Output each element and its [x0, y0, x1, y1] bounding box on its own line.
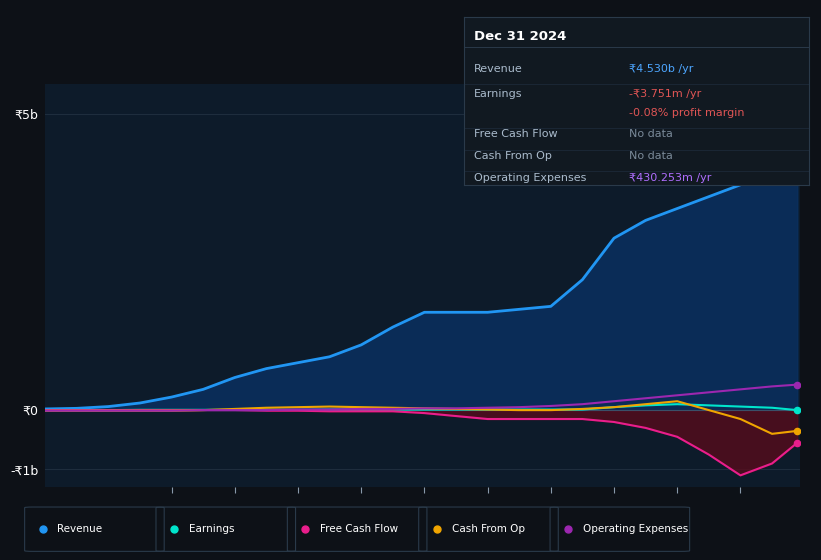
Text: Earnings: Earnings: [475, 89, 523, 99]
Text: ₹430.253m /yr: ₹430.253m /yr: [630, 173, 712, 183]
Point: [791, 380, 804, 389]
Text: Dec 31 2024: Dec 31 2024: [475, 30, 566, 43]
Point: [791, 438, 804, 447]
Text: ₹4.530b /yr: ₹4.530b /yr: [630, 64, 694, 74]
Text: No data: No data: [630, 151, 673, 161]
Point: [791, 426, 804, 435]
Text: Operating Expenses: Operating Expenses: [583, 524, 688, 534]
Text: Revenue: Revenue: [57, 524, 103, 534]
Text: Cash From Op: Cash From Op: [452, 524, 525, 534]
Text: Cash From Op: Cash From Op: [475, 151, 552, 161]
Point: [791, 405, 804, 414]
Text: Free Cash Flow: Free Cash Flow: [320, 524, 398, 534]
Text: Free Cash Flow: Free Cash Flow: [475, 129, 557, 139]
Point: [791, 137, 804, 146]
Text: -0.08% profit margin: -0.08% profit margin: [630, 108, 745, 118]
Text: Revenue: Revenue: [475, 64, 523, 74]
Text: No data: No data: [630, 129, 673, 139]
Text: -₹3.751m /yr: -₹3.751m /yr: [630, 89, 702, 99]
Text: Earnings: Earnings: [189, 524, 234, 534]
Text: Operating Expenses: Operating Expenses: [475, 173, 586, 183]
